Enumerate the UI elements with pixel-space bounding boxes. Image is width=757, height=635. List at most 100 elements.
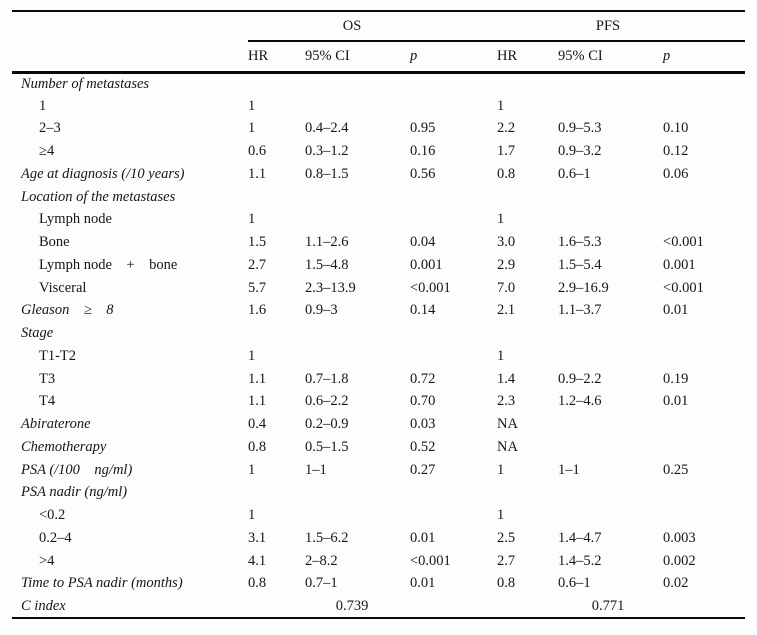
cell-value [558,504,663,527]
cell-value: 2–8.2 [305,552,338,569]
row-label: T4 [39,393,56,410]
cell-value: 0.9–3 [305,302,338,319]
cell-value: 1.1–3.7 [558,302,602,319]
row-label: 1 [39,97,47,114]
row-label: T1-T2 [39,347,77,364]
table-row: T1-T2 1 1 [12,345,745,368]
table-row: ≥4 0.6 0.3–1.2 0.16 1.7 0.9–3.2 0.12 [12,140,745,163]
cell-value [305,482,410,505]
cell-value: 1.4–4.7 [558,529,602,546]
cell-value: 1.1–2.6 [305,234,349,251]
cell-value: 7.0 [497,279,516,296]
cell-value: 0.6 [248,143,267,160]
cell-value: 0.4 [248,416,267,433]
table-row: Time to PSA nadir (months) 0.8 0.7–1 0.01 0.… [12,573,745,596]
cell-value: 1.5–5.4 [558,256,602,273]
row-label: PSA (/100 ng/ml) [21,461,133,478]
cell-value: 5.7 [248,279,267,296]
row-label: Age at diagnosis (/10 years) [21,165,185,182]
cell-value [305,345,410,368]
table-row: 1 1 1 [12,95,745,118]
cell-value: 1.1 [248,370,267,387]
row-label: Lymph node [39,211,112,228]
row-label: Gleason ≥ 8 [21,302,114,319]
column-header-p-os: p [410,41,498,74]
cell-value: 0.56 [410,165,436,182]
cell-value [410,345,497,368]
cell-value [663,95,745,118]
row-label: Number of metastases [21,75,150,92]
cell-value: 3.0 [497,234,516,251]
cell-value [558,482,663,505]
table-row: T4 1.1 0.6–2.2 0.70 2.3 1.2–4.6 0.01 [12,391,745,414]
cell-value: 0.02 [663,575,689,592]
table-row: PSA nadir (ng/ml) [12,482,745,505]
cell-value: NA [497,438,518,455]
cell-value: 0.10 [663,120,689,137]
cell-value: 0.3–1.2 [305,143,349,160]
cell-value: 2.7 [497,552,516,569]
cell-value: 0.9–5.3 [558,120,602,137]
cell-value: 0.5–1.5 [305,438,349,455]
cell-value: 2.9 [497,256,516,273]
cell-value: 0.8 [497,165,516,182]
cell-value: 1.4 [497,370,516,387]
cell-value [558,436,663,459]
cell-value: 1 [248,507,256,524]
cell-value: 0.19 [663,370,689,387]
row-label: >4 [39,552,55,569]
cell-value [558,186,663,209]
cell-value [248,482,305,505]
cell-value: <0.001 [663,234,704,251]
cell-value: 0.6–1 [558,575,591,592]
cell-value [663,72,745,95]
table-row: Age at diagnosis (/10 years) 1.1 0.8–1.5 0.… [12,163,745,186]
table-row: Gleason ≥ 8 1.6 0.9–3 0.14 2.1 1.1–3.7 0.01 [12,300,745,323]
table-row: Stage [12,322,745,345]
cell-value: 0.27 [410,461,436,478]
cell-value: 0.8 [497,575,516,592]
cell-value: 1 [497,97,505,114]
cell-value [497,186,558,209]
row-label: Chemotherapy [21,438,107,455]
table-row: PSA (/100 ng/ml) 1 1–1 0.27 1 1–1 0.25 [12,459,745,482]
cell-value: 2.1 [497,302,516,319]
cell-value: 1.4–5.2 [558,552,602,569]
cell-value [663,322,745,345]
cell-value: 0.01 [663,302,689,319]
cell-value: 1 [497,211,505,228]
column-header-ci-pfs: 95% CI [558,41,664,74]
row-label: Location of the metastases [21,188,176,205]
cell-value: 0.01 [410,529,436,546]
group-header-os: OS [248,11,498,42]
cell-value: <0.001 [410,279,451,296]
corner-cell [12,41,248,74]
table-row: 0.2–4 3.1 1.5–6.2 0.01 2.5 1.4–4.7 0.003 [12,527,745,550]
cell-value: 0.95 [410,120,436,137]
cell-value [558,345,663,368]
column-header-hr-os: HR [248,41,305,74]
cell-value: 0.001 [410,256,443,273]
cell-value: 2.3–13.9 [305,279,356,296]
cell-value: 1.5 [248,234,267,251]
cell-value: 0.70 [410,393,436,410]
cell-value: 1–1 [305,461,327,478]
sub-header-row: HR 95% CI p HR 95% CI p [12,41,746,74]
cell-value: 0.7–1 [305,575,338,592]
cell-value: 0.12 [663,143,689,160]
cell-value: 0.16 [410,143,436,160]
cell-value [410,322,497,345]
cell-value [410,504,497,527]
cell-value [497,72,558,95]
table-row: Bone 1.5 1.1–2.6 0.04 3.0 1.6–5.3 <0.001 [12,231,745,254]
cell-value: 4.1 [248,552,267,569]
cell-value: 0.14 [410,302,436,319]
table-row: Lymph node 1 1 [12,209,745,232]
c-index-value: 0.771 [591,597,625,614]
cell-value [248,322,305,345]
table-row: Visceral 5.7 2.3–13.9 <0.001 7.0 2.9–16.9 <0.0… [12,277,745,300]
cell-value: 0.04 [410,234,436,251]
cell-value [410,482,497,505]
cell-value: 1 [497,461,505,478]
